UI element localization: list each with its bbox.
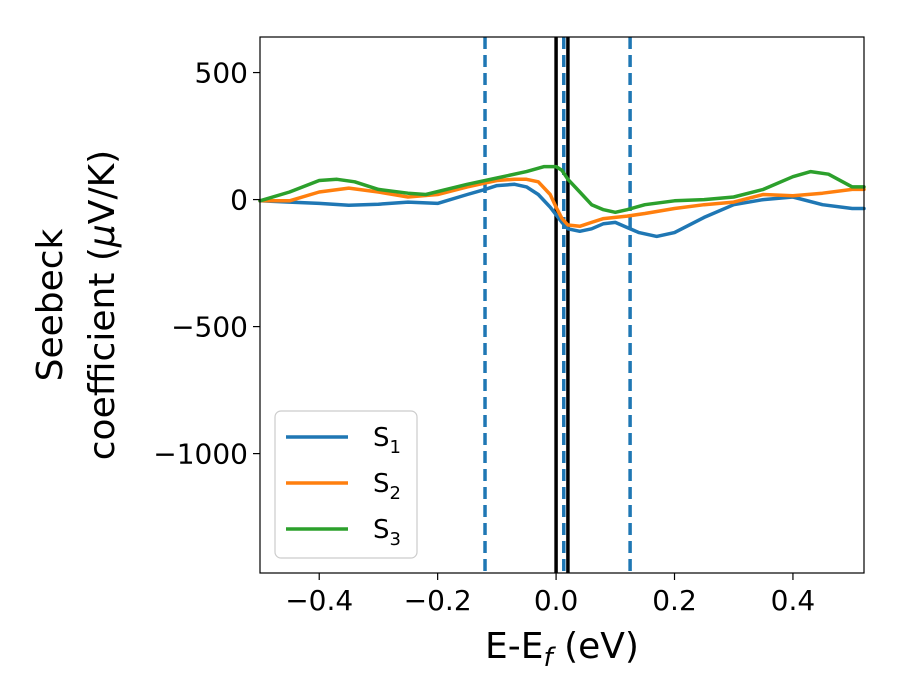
x-tick-label: 0.0 [534, 584, 579, 617]
y-tick-label: −500 [171, 311, 248, 344]
series-line-s3 [258, 164, 866, 215]
reference-lines [483, 37, 632, 573]
y-axis-label-line1: Seebeck [30, 228, 71, 381]
legend-label-s3: S3 [373, 515, 401, 550]
legend: S1 S2 S3 [274, 410, 418, 559]
x-axis-label: E-Ef (eV) [485, 626, 639, 673]
y-tick-label: 500 [195, 57, 248, 90]
y-axis-label-line2: coefficient (μV/K) [82, 150, 123, 460]
legend-label-s1: S1 [373, 423, 401, 458]
x-tick-label: −0.2 [404, 584, 472, 617]
x-tick-label: 0.2 [652, 584, 697, 617]
y-tick-label: 0 [230, 184, 248, 217]
y-axis-label: Seebeck coefficient (μV/K) [30, 150, 123, 460]
legend-label-s2: S2 [373, 469, 401, 504]
y-axis: 500 0 −500 −1000 [153, 57, 260, 471]
x-axis: −0.4 −0.2 0.0 0.2 0.4 [285, 573, 815, 617]
series-lines [258, 164, 866, 239]
plot-area [259, 36, 865, 574]
x-tick-label: −0.4 [285, 584, 353, 617]
series-line-s2 [258, 177, 866, 229]
y-tick-label: −1000 [153, 438, 248, 471]
x-tick-label: 0.4 [771, 584, 816, 617]
series-line-s1 [258, 182, 866, 239]
